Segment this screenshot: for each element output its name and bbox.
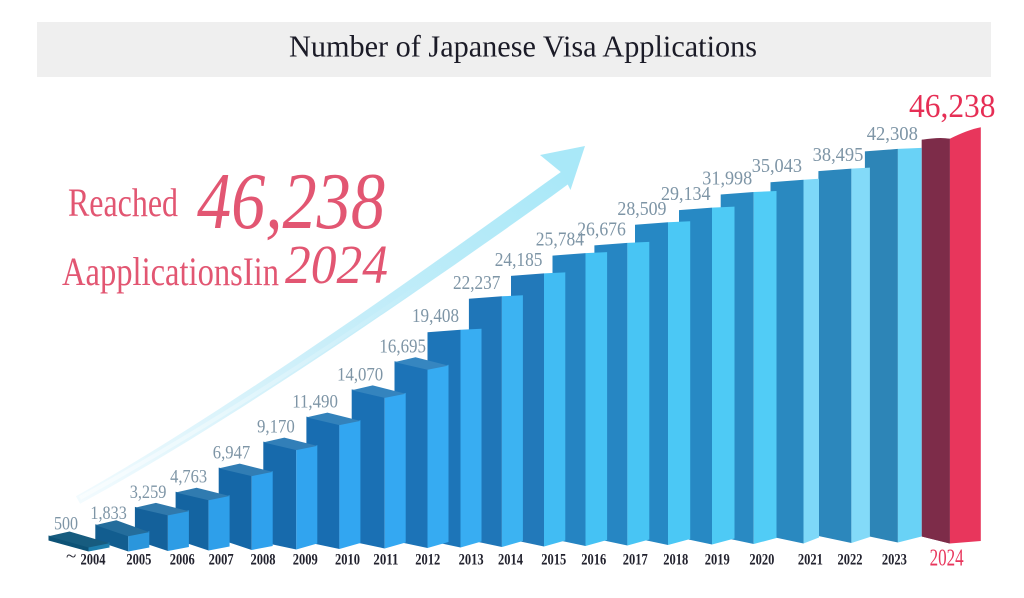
svg-text:~: ~ [66, 546, 76, 567]
svg-text:3,259: 3,259 [130, 482, 167, 503]
svg-text:500: 500 [54, 514, 78, 535]
svg-text:16,695: 16,695 [379, 336, 426, 357]
svg-text:2005: 2005 [126, 552, 151, 569]
svg-text:9,170: 9,170 [257, 417, 295, 438]
svg-text:2019: 2019 [705, 552, 730, 569]
svg-text:2014: 2014 [498, 552, 523, 569]
svg-text:2020: 2020 [749, 552, 774, 569]
svg-text:26,676: 26,676 [577, 218, 626, 240]
svg-text:Number of Japanese Visa Applic: Number of Japanese Visa Applications [289, 30, 757, 64]
svg-text:11,490: 11,490 [292, 392, 338, 413]
svg-text:42,308: 42,308 [867, 123, 918, 145]
svg-text:AapplicationsIin: AapplicationsIin [62, 249, 279, 294]
svg-text:2006: 2006 [170, 552, 195, 569]
svg-text:2008: 2008 [251, 552, 276, 569]
svg-text:2013: 2013 [459, 552, 484, 569]
svg-text:28,509: 28,509 [617, 198, 666, 220]
svg-text:2007: 2007 [209, 552, 234, 569]
svg-text:6,947: 6,947 [213, 443, 251, 464]
svg-text:19,408: 19,408 [412, 306, 459, 327]
svg-text:2024: 2024 [930, 546, 964, 572]
svg-text:24,185: 24,185 [495, 249, 543, 271]
svg-text:38,495: 38,495 [813, 144, 864, 166]
svg-text:2018: 2018 [663, 552, 688, 569]
svg-text:25,784: 25,784 [536, 229, 584, 251]
svg-text:2009: 2009 [293, 552, 318, 569]
svg-text:46,238: 46,238 [197, 158, 385, 246]
svg-text:2024: 2024 [285, 234, 388, 295]
svg-text:2004: 2004 [81, 552, 106, 569]
svg-text:2012: 2012 [415, 552, 440, 569]
svg-text:46,238: 46,238 [909, 88, 996, 125]
svg-text:4,763: 4,763 [170, 467, 207, 488]
svg-text:31,998: 31,998 [702, 168, 752, 190]
svg-text:14,070: 14,070 [337, 364, 383, 385]
svg-text:2017: 2017 [623, 552, 648, 569]
svg-text:35,043: 35,043 [752, 155, 802, 177]
svg-text:2023: 2023 [882, 552, 907, 569]
svg-text:Reached: Reached [68, 180, 178, 225]
svg-text:2021: 2021 [798, 552, 823, 569]
svg-text:2016: 2016 [581, 552, 606, 569]
svg-text:2022: 2022 [838, 552, 863, 569]
svg-text:2015: 2015 [541, 552, 566, 569]
svg-text:22,237: 22,237 [453, 273, 501, 294]
svg-text:2010: 2010 [335, 552, 360, 569]
svg-text:2011: 2011 [373, 552, 398, 569]
svg-text:29,134: 29,134 [661, 183, 711, 205]
svg-text:1,833: 1,833 [90, 503, 126, 524]
